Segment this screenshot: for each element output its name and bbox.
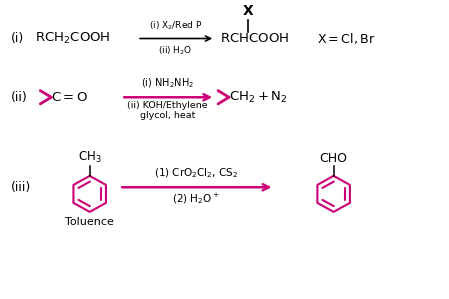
Text: (1) $\mathrm{CrO_2Cl_2}$, $\mathrm{CS_2}$: (1) $\mathrm{CrO_2Cl_2}$, $\mathrm{CS_2}… (154, 166, 238, 180)
Text: (i): (i) (11, 32, 24, 45)
Text: $\mathrm{CH_2 + N_2}$: $\mathrm{CH_2 + N_2}$ (229, 90, 288, 105)
Text: $\mathrm{X = Cl, Br}$: $\mathrm{X = Cl, Br}$ (317, 31, 375, 46)
Text: Toluence: Toluence (65, 217, 114, 227)
Text: glycol, heat: glycol, heat (140, 112, 195, 120)
Text: CHO: CHO (320, 152, 348, 164)
Text: $\mathrm{CH_3}$: $\mathrm{CH_3}$ (78, 150, 101, 164)
Text: $\mathrm{RCH_2COOH}$: $\mathrm{RCH_2COOH}$ (35, 31, 111, 46)
Text: (ii): (ii) (11, 91, 27, 104)
Text: $\mathrm{RCHCOOH}$: $\mathrm{RCHCOOH}$ (220, 32, 289, 45)
Text: (i) $\mathrm{X_2}$/Red P: (i) $\mathrm{X_2}$/Red P (149, 19, 202, 32)
Text: (i) $\mathrm{NH_2NH_2}$: (i) $\mathrm{NH_2NH_2}$ (141, 76, 194, 90)
Text: (iii): (iii) (11, 181, 31, 194)
Text: (ii) $\mathrm{H_2O}$: (ii) $\mathrm{H_2O}$ (158, 44, 193, 57)
Text: $\mathrm{C = O}$: $\mathrm{C = O}$ (51, 91, 88, 104)
Text: X: X (242, 4, 253, 18)
Text: (2) $\mathrm{H_2O^+}$: (2) $\mathrm{H_2O^+}$ (172, 191, 220, 206)
Text: (ii) KOH/Ethylene: (ii) KOH/Ethylene (128, 101, 208, 110)
